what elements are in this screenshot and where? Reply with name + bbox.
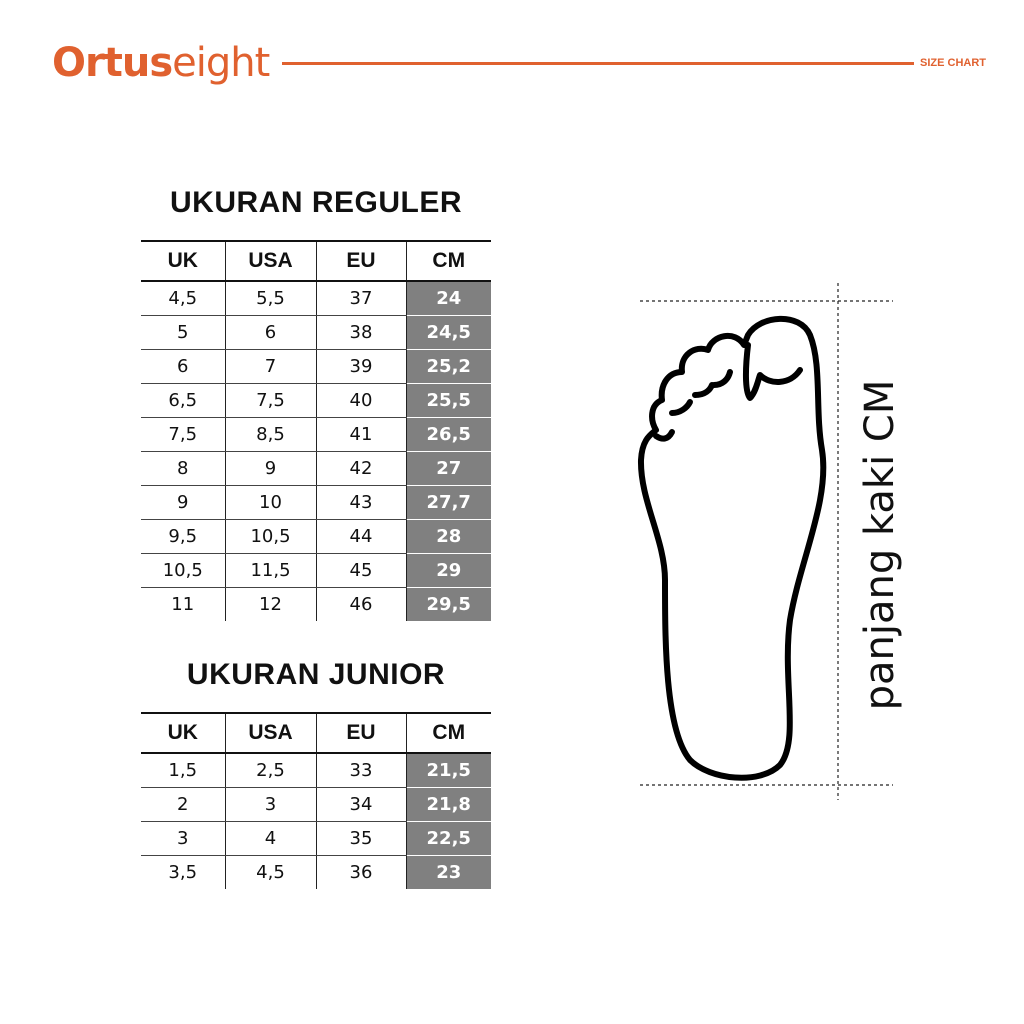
col-eu: EU: [315, 712, 406, 754]
cell-uk: 9: [141, 485, 225, 520]
cell-cm: 23: [405, 855, 491, 889]
table-header: UK USA EU CM: [141, 712, 491, 754]
cell-uk: 6: [141, 349, 225, 384]
table-row: 8 9 42 27: [141, 451, 491, 486]
table-row: 10,5 11,5 45 29: [141, 553, 491, 588]
cell-uk: 11: [171, 594, 195, 615]
cell-uk: 10,5: [141, 553, 225, 588]
cell-eu: 45: [315, 553, 406, 588]
brand-logo: Ortuseight: [52, 38, 270, 88]
cell-cm: 24,5: [405, 315, 491, 350]
junior-title: UKURAN JUNIOR: [186, 658, 446, 691]
col-cm: CM: [405, 712, 491, 754]
cell-cm: 28: [405, 519, 491, 554]
table-row: 1,5 2,5 33 21,5: [141, 753, 491, 788]
col-cm: CM: [405, 240, 491, 282]
cell-eu: 37: [315, 281, 406, 316]
cell-cm: 26,5: [405, 417, 491, 452]
cell-eu: 46: [315, 587, 406, 621]
table-row: 5 6 38 24,5: [141, 315, 491, 350]
cell-eu: 35: [315, 821, 406, 856]
table-row: 3 4 35 22,5: [141, 821, 491, 856]
cell-uk: 1,5: [141, 753, 225, 788]
cell-cm: 24: [405, 281, 491, 316]
table-row: 9 10 43 27,7: [141, 485, 491, 520]
cell-eu: 39: [315, 349, 406, 384]
cell-eu: 41: [315, 417, 406, 452]
cell-eu: 40: [315, 383, 406, 418]
table-row: 6 7 39 25,2: [141, 349, 491, 384]
cell-usa: 3: [224, 787, 316, 822]
cell-eu: 44: [315, 519, 406, 554]
size-chart-label: SIZE CHART: [920, 57, 986, 69]
cell-uk: 5: [141, 315, 225, 350]
table-row: 2 3 34 21,8: [141, 787, 491, 822]
cell-eu: 42: [315, 451, 406, 486]
cell-cm: 25,5: [405, 383, 491, 418]
table-row: 7,5 8,5 41 26,5: [141, 417, 491, 452]
cell-cm: 22,5: [405, 821, 491, 856]
cell-uk: 3,5: [168, 862, 198, 883]
table-row: 11 12 46 29,5: [141, 587, 491, 621]
cell-eu: 36: [315, 855, 406, 889]
table-row: 3,5 4,5 36 23: [141, 855, 491, 889]
cell-cm: 25,2: [405, 349, 491, 384]
junior-size-table: UK USA EU CM 1,5 2,5 33 21,5 2 3 34 21,8 3 4 35 22,…: [141, 712, 491, 889]
cell-cm: 21,8: [405, 787, 491, 822]
regular-size-table: UK USA EU CM 4,5 5,5 37 24 5 6 38 24,5 6 7 39 25,2 6…: [141, 240, 491, 621]
cell-cm: 27,7: [405, 485, 491, 520]
cell-usa: 7: [224, 349, 316, 384]
col-eu: EU: [315, 240, 406, 282]
regular-title: UKURAN REGULER: [170, 186, 462, 219]
logo-light: eight: [172, 40, 270, 86]
cell-cm: 29,5: [405, 587, 491, 621]
cell-uk: 7,5: [141, 417, 225, 452]
cell-cm: 29: [405, 553, 491, 588]
cell-usa: 8,5: [224, 417, 316, 452]
foot-length-label: panjang kaki CM: [857, 379, 903, 711]
cell-uk: 2: [141, 787, 225, 822]
cell-uk: 4,5: [141, 281, 225, 316]
cell-usa: 10: [224, 485, 316, 520]
cell-uk: 9,5: [141, 519, 225, 554]
cell-usa: 4,5: [224, 855, 316, 889]
cell-usa: 2,5: [224, 753, 316, 788]
table-row: 9,5 10,5 44 28: [141, 519, 491, 554]
table-row: 4,5 5,5 37 24: [141, 281, 491, 316]
table-header: UK USA EU CM: [141, 240, 491, 282]
cell-eu: 33: [315, 753, 406, 788]
cell-cm: 27: [405, 451, 491, 486]
table-row: 6,5 7,5 40 25,5: [141, 383, 491, 418]
cell-uk: 8: [141, 451, 225, 486]
cell-uk: 3: [141, 821, 225, 856]
cell-usa: 9: [224, 451, 316, 486]
cell-usa: 4: [224, 821, 316, 856]
cell-eu: 34: [315, 787, 406, 822]
header-divider: [282, 62, 914, 65]
cell-usa: 11,5: [224, 553, 316, 588]
col-uk: UK: [141, 240, 225, 282]
cell-eu: 43: [315, 485, 406, 520]
col-usa: USA: [224, 712, 316, 754]
cell-usa: 12: [224, 587, 316, 621]
cell-eu: 38: [315, 315, 406, 350]
col-usa: USA: [224, 240, 316, 282]
cell-cm: 21,5: [405, 753, 491, 788]
cell-usa: 7,5: [224, 383, 316, 418]
cell-uk: 6,5: [141, 383, 225, 418]
cell-usa: 10,5: [224, 519, 316, 554]
col-uk: UK: [141, 712, 225, 754]
logo-bold: Ortus: [52, 40, 173, 86]
cell-usa: 6: [224, 315, 316, 350]
cell-usa: 5,5: [224, 281, 316, 316]
